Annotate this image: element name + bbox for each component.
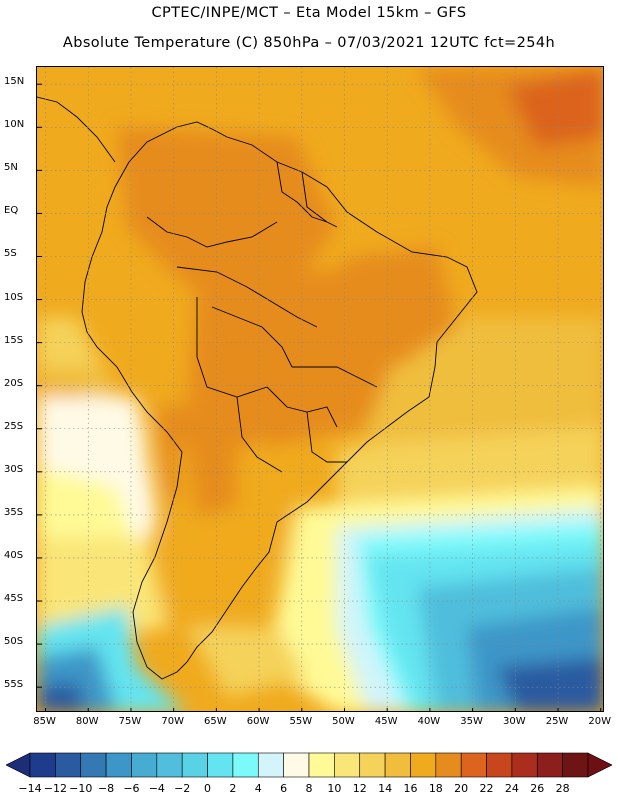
coastlines (37, 96, 478, 680)
colorbar-segment-19 (511, 752, 538, 778)
temperature-map (37, 67, 603, 711)
colorbar-tick-10: 6 (280, 782, 288, 795)
lat-label-9: 30S (4, 463, 24, 475)
lat-lon-grid (37, 67, 603, 711)
colorbar-segment-2 (80, 752, 107, 778)
title-line-2: Absolute Temperature (C) 850hPa – 07/03/… (62, 35, 556, 51)
colorbar-tick-9: 4 (254, 782, 262, 795)
map-frame (36, 66, 604, 712)
lon-label-6: 55W (289, 716, 313, 727)
lon-label-13: 20W (588, 716, 612, 727)
colorbar-tick-11: 8 (305, 782, 313, 795)
colorbar-segment-16 (435, 752, 462, 778)
colorbar-tick-4: −6 (123, 782, 140, 795)
lat-label-6: 15S (4, 334, 24, 346)
colorbar-tick-3: −8 (97, 782, 115, 795)
lon-label-1: 80W (75, 716, 99, 727)
lon-label-9: 40W (417, 716, 441, 727)
colorbar-segment-6 (181, 752, 208, 778)
temperature-field (37, 67, 603, 711)
colorbar-tick-17: 20 (454, 782, 469, 795)
colorbar-tick-12: 10 (327, 782, 342, 795)
colorbar-segment-17 (460, 752, 487, 778)
colorbar-tick-15: 16 (403, 782, 418, 795)
colorbar-tick-19: 24 (504, 782, 519, 795)
colorbar-over-triangle (587, 752, 612, 778)
colorbar-segment-3 (105, 752, 132, 778)
lon-label-0: 85W (33, 716, 56, 727)
colorbar-tick-20: 26 (530, 782, 545, 795)
lat-label-3: EQ (4, 205, 19, 217)
colorbar-segment-20 (536, 752, 563, 778)
lon-label-7: 50W (332, 716, 355, 727)
colorbar-segment-10 (283, 752, 310, 778)
colorbar-segment-13 (359, 752, 386, 778)
colorbar-segment-21 (562, 752, 589, 778)
lon-label-5: 60W (246, 716, 270, 727)
lat-label-5: 10S (4, 291, 24, 303)
colorbar-segment-7 (207, 752, 234, 778)
lat-label-13: 50S (4, 636, 24, 648)
lat-label-8: 25S (4, 420, 24, 432)
lat-label-0: 15N (4, 76, 25, 88)
lat-label-1: 10N (4, 119, 25, 131)
lon-label-3: 70W (161, 716, 184, 727)
lon-label-4: 65W (204, 716, 227, 727)
colorbar-tick-14: 14 (378, 782, 393, 795)
lon-label-11: 30W (503, 716, 526, 727)
colorbar-segment-11 (308, 752, 335, 778)
colorbar-segment-4 (131, 752, 158, 778)
lat-label-4: 5S (4, 248, 17, 260)
colorbar-tick-8: 2 (229, 782, 237, 795)
colorbar-segment-18 (486, 752, 513, 778)
colorbar-tick-18: 22 (479, 782, 494, 795)
colorbar-tick-16: 18 (428, 782, 443, 795)
colorbar-tick-2: −10 (69, 782, 93, 795)
title-line-1: CPTEC/INPE/MCT – Eta Model 15km – GFS (151, 5, 467, 21)
colorbar-segment-9 (257, 752, 284, 778)
lat-label-2: 5N (4, 162, 18, 174)
colorbar-tick-5: −4 (148, 782, 165, 795)
colorbar-segment-15 (410, 752, 437, 778)
colorbar-segment-1 (55, 752, 82, 778)
colorbar-under-triangle (6, 752, 31, 778)
lon-label-12: 25W (545, 716, 569, 727)
lat-label-11: 40S (4, 549, 24, 561)
lat-label-14: 55S (4, 679, 24, 691)
colorbar-tick-6: −2 (174, 782, 191, 795)
lon-label-10: 35W (460, 716, 483, 727)
lon-label-8: 45W (374, 716, 398, 727)
lat-label-10: 35S (4, 506, 24, 518)
colorbar-segment-12 (334, 752, 361, 778)
lat-label-7: 20S (4, 377, 24, 389)
colorbar-tick-21: 28 (555, 782, 570, 795)
colorbar-segment-5 (156, 752, 183, 778)
lat-label-12: 45S (4, 593, 24, 605)
colorbar-segment-0 (29, 752, 56, 778)
colorbar-tick-13: 12 (352, 782, 367, 795)
colorbar-tick-7: 0 (204, 782, 212, 795)
colorbar (6, 752, 612, 778)
colorbar-tick-1: −12 (43, 782, 67, 795)
colorbar-segment-8 (232, 752, 259, 778)
colorbar-tick-0: −14 (18, 782, 42, 795)
colorbar-segment-14 (384, 752, 411, 778)
lon-label-2: 75W (118, 716, 142, 727)
